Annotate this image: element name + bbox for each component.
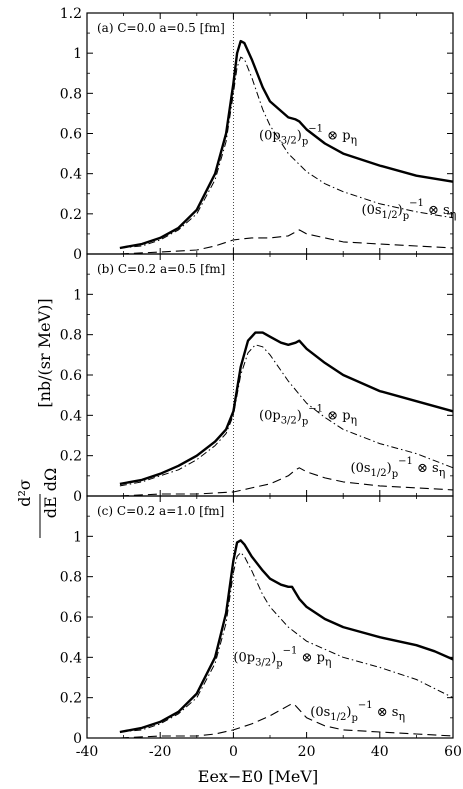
y-tick-label: 0.2: [60, 691, 82, 707]
y-tick-label: 0.4: [60, 408, 82, 424]
y-tick-label: 0: [73, 731, 82, 747]
y-tick-label: 0.8: [60, 570, 82, 586]
series-line-solid: [119, 331, 454, 486]
y-axis-label-unit: [nb/(sr MeV)]: [35, 298, 54, 407]
series-line-solid: [119, 39, 454, 250]
x-tick-label: 60: [444, 744, 462, 760]
y-tick-label: 0.4: [60, 650, 82, 666]
series-line-dash-dot: [119, 344, 454, 487]
y-tick-label: 1: [73, 529, 82, 545]
s-wave-component-label: (0s1/2)p−1 ⊗ sη: [310, 700, 405, 724]
y-tick-label: 0.2: [60, 449, 82, 465]
y-tick-label: 0.8: [60, 328, 82, 344]
x-tick-label: 40: [371, 744, 389, 760]
chart-panel-c: 0 0.2 0.4 0.6 0.8 1 -40 -20 0 20 40 60 (c) C=0.2 a=1…: [60, 495, 462, 760]
plot-frame: [86, 495, 454, 739]
series-line-dashed: [119, 703, 454, 739]
y-tick-label: 1.2: [60, 6, 82, 22]
y-tick-label: 0.8: [60, 86, 82, 102]
chart-panel-b: 0 0.2 0.4 0.6 0.8 1 (b) C=0.2 a=0.5 [fm] (0p3/2…: [60, 253, 454, 505]
x-tick-label: -40: [76, 744, 99, 760]
x-axis-label: Eex−E0 [MeV]: [198, 767, 318, 786]
series-line-dash-dot: [119, 56, 454, 249]
chart-panel-a: 0 0.2 0.4 0.6 0.8 1 1.2 (a) C=0.0 a=0.5 [fm] (0p…: [60, 6, 457, 263]
x-tick-label: 0: [229, 744, 238, 760]
panel-label: (b) C=0.2 a=0.5 [fm]: [97, 262, 225, 276]
p-wave-component-label: (0p3/2)p−1 ⊗ pη: [259, 403, 357, 427]
y-tick-label: 0.6: [60, 610, 82, 626]
series-line-solid: [119, 539, 454, 734]
y-tick-label: 0.2: [60, 207, 82, 223]
panel-label: (c) C=0.2 a=1.0 [fm]: [97, 504, 224, 518]
x-tick-label: -20: [149, 744, 172, 760]
panel-label: (a) C=0.0 a=0.5 [fm]: [97, 21, 225, 35]
p-wave-component-label: (0p3/2)p−1 ⊗ pη: [233, 645, 331, 669]
y-axis-label: d²σ dE dΩ [nb/(sr MeV)]: [15, 298, 60, 538]
y-axis-label-denominator: dE dΩ: [41, 468, 60, 519]
s-wave-component-label: (0s1/2)p−1 ⊗ sη: [351, 456, 446, 480]
y-tick-label: 0.4: [60, 167, 82, 183]
y-tick-label: 0.6: [60, 127, 82, 143]
y-tick-label: 0: [73, 489, 82, 505]
y-tick-label: 0: [73, 247, 82, 263]
y-tick-label: 0.6: [60, 368, 82, 384]
series-line-dashed: [119, 229, 454, 255]
y-tick-label: 1: [73, 46, 82, 62]
y-axis-label-numerator: d²σ: [15, 479, 34, 507]
p-wave-component-label: (0p3/2)p−1 ⊗ pη: [259, 124, 357, 148]
s-wave-component-label: (0s1/2)p−1 ⊗ sη: [362, 198, 457, 222]
x-tick-label: 20: [298, 744, 316, 760]
y-tick-label: 1: [73, 287, 82, 303]
series-line-dashed: [119, 467, 454, 497]
